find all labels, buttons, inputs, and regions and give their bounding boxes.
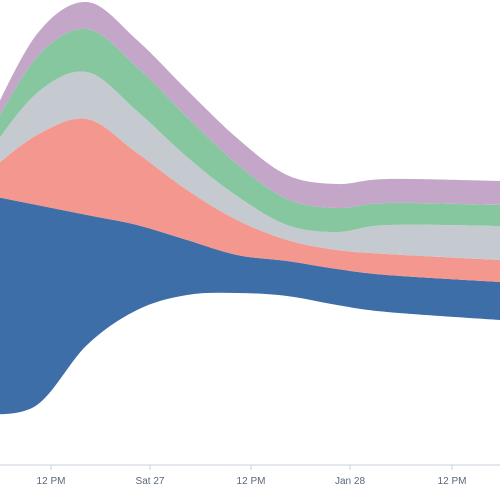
x-tick-label: 12 PM [237, 476, 266, 487]
x-axis-ticks: 12 PM Sat 27 12 PM Jan 28 12 PM [37, 465, 467, 487]
stream-layer-3 [0, 71, 500, 260]
stream-layer-2 [0, 118, 500, 282]
stream-layer-5 [0, 1, 500, 209]
x-tick-label: Sat 27 [136, 476, 165, 487]
x-tick-label: Jan 28 [335, 476, 365, 487]
stream-layers [0, 1, 500, 415]
x-tick-label: 12 PM [37, 476, 66, 487]
stream-layer-1 [0, 197, 500, 415]
x-tick-label: 12 PM [438, 476, 467, 487]
stream-layer-4 [0, 28, 500, 232]
